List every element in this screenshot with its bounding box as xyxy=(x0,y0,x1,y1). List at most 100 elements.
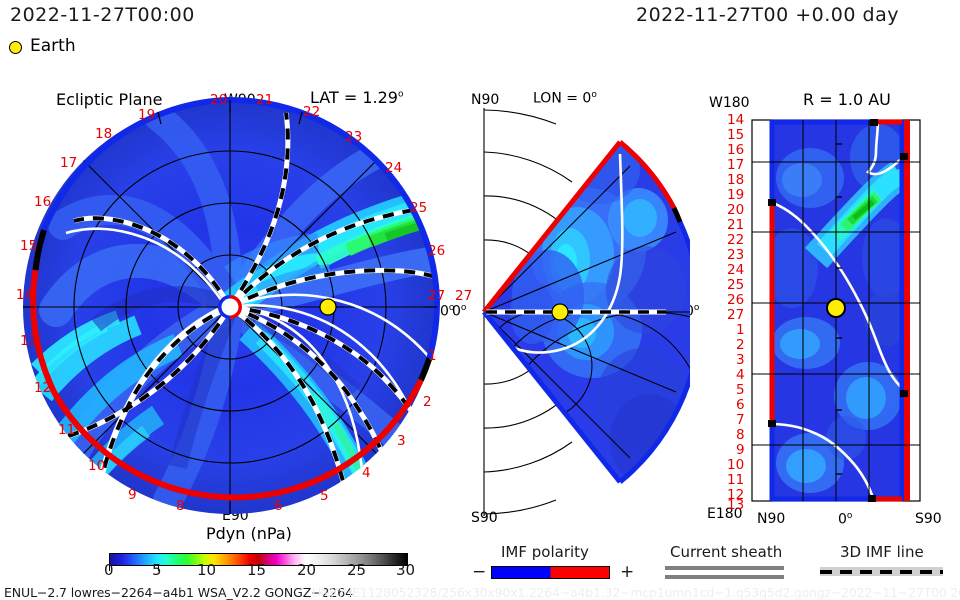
colorbar-label-10: 10 xyxy=(197,561,217,579)
colorbar-tick-10 xyxy=(208,566,209,571)
ecliptic-rim-label-2: 2 xyxy=(423,394,432,410)
earth-marker-ecliptic xyxy=(319,298,337,316)
ecliptic-rim-label-19: 19 xyxy=(138,107,156,123)
ecliptic-field-layer xyxy=(23,100,437,514)
carrington-bottom-left-label: E180 xyxy=(707,506,743,522)
ecliptic-plane-plot[interactable] xyxy=(18,95,443,520)
carrington-ylab-5: 5 xyxy=(736,382,745,398)
colorbar-tick-20 xyxy=(308,566,309,571)
meridional-plot-svg xyxy=(482,108,703,516)
meridional-plane-plot[interactable] xyxy=(470,100,703,520)
carrington-ylab-23: 23 xyxy=(727,247,745,263)
carrington-ylab-14: 14 xyxy=(727,112,745,128)
meridional-edge-label: 27 xyxy=(455,288,473,304)
colorbar-label-5: 5 xyxy=(152,561,162,579)
carrington-ylab-15: 15 xyxy=(727,127,745,143)
imf-polarity-plus: + xyxy=(620,562,635,582)
meridional-north-label: N90 xyxy=(471,92,500,108)
ecliptic-rim-label-23: 23 xyxy=(345,129,363,145)
carrington-ylab-3: 3 xyxy=(736,352,745,368)
colorbar-label-30: 30 xyxy=(396,561,416,579)
carrington-ylab-22: 22 xyxy=(727,232,745,248)
carrington-title: R = 1.0 AU xyxy=(803,90,891,109)
ecliptic-title: Ecliptic Plane xyxy=(56,90,163,109)
carrington-polarity-transitions xyxy=(768,119,908,502)
carrington-ylab-2: 2 xyxy=(736,337,745,353)
header-epoch: 2022-11-27T00 +0.00 day xyxy=(636,4,899,26)
carrington-polarity-borders xyxy=(769,119,905,502)
current-sheath-swatch-bottom xyxy=(665,575,784,579)
imf-polarity-legend-title: IMF polarity xyxy=(501,543,589,561)
ecliptic-rim-label-18: 18 xyxy=(95,126,113,142)
meridional-title: LON = 0o xyxy=(533,90,597,107)
ecliptic-rim-label-6: 6 xyxy=(274,498,283,514)
ecliptic-plot-svg xyxy=(23,97,440,514)
colorbar-tick-30 xyxy=(407,566,408,571)
sun-marker xyxy=(218,295,242,319)
ecliptic-polarity-rim xyxy=(30,97,440,501)
ecliptic-rim-label-16: 16 xyxy=(34,194,52,210)
imf-3d-legend-title: 3D IMF line xyxy=(840,543,924,561)
carrington-top-left-label: W180 xyxy=(709,95,750,111)
earth-marker-meridional xyxy=(551,303,569,321)
imf-polarity-swatch xyxy=(491,566,610,579)
carrington-x-label-0: 0o xyxy=(838,511,853,528)
imf-polarity-minus: − xyxy=(472,562,487,582)
pdyn-colorbar[interactable] xyxy=(109,553,408,571)
ecliptic-rim-label-25: 25 xyxy=(410,200,428,216)
carrington-ylab-17: 17 xyxy=(727,157,745,173)
carrington-ylab-19: 19 xyxy=(727,187,745,203)
earth-key-label: Earth xyxy=(30,36,76,56)
ecliptic-rim-label-9: 9 xyxy=(128,487,137,503)
ecliptic-rim-ticks xyxy=(23,100,437,514)
carrington-ylab-18: 18 xyxy=(727,172,745,188)
carrington-ylab-9: 9 xyxy=(736,442,745,458)
ecliptic-right-label: 0o xyxy=(440,303,455,320)
ecliptic-lat-label: LAT = 1.29o xyxy=(310,88,404,107)
carrington-center-ticks xyxy=(836,143,842,475)
carrington-ylab-16: 16 xyxy=(727,142,745,158)
carrington-ylab-26: 26 xyxy=(727,292,745,308)
ecliptic-rim-label-26: 26 xyxy=(428,243,446,259)
carrington-ylab-21: 21 xyxy=(727,217,745,233)
carrington-plot-svg xyxy=(751,119,921,502)
ecliptic-rim-label-24: 24 xyxy=(385,160,403,176)
colorbar-label-20: 20 xyxy=(297,561,317,579)
colorbar-tick-25 xyxy=(358,566,359,571)
ecliptic-rim-label-21: 21 xyxy=(256,92,274,108)
carrington-ylab-8: 8 xyxy=(736,427,745,443)
colorbar-label-25: 25 xyxy=(347,561,367,579)
colorbar-label-0: 0 xyxy=(104,561,114,579)
ecliptic-rim-label-14: 14 xyxy=(16,287,34,303)
ecliptic-rim-label-13: 13 xyxy=(20,333,38,349)
carrington-ylab-20: 20 xyxy=(727,202,745,218)
ecliptic-rim-label-27: 27 xyxy=(428,288,446,304)
carrington-map-plot[interactable] xyxy=(750,118,922,503)
ecliptic-rim-label-4: 4 xyxy=(362,465,371,481)
carrington-x-label-s90: S90 xyxy=(915,511,942,527)
ecliptic-rim-label-1: 1 xyxy=(428,348,437,364)
earth-key-icon xyxy=(9,41,22,54)
carrington-field-layer xyxy=(770,120,904,501)
ecliptic-rim-label-5: 5 xyxy=(320,488,329,504)
carrington-ylab-13: 13 xyxy=(727,497,745,513)
ecliptic-rim-label-12: 12 xyxy=(34,380,52,396)
ecliptic-rim-label-20: 20 xyxy=(210,92,228,108)
carrington-right-red-strip xyxy=(904,120,910,501)
imf-3d-swatch-dash xyxy=(820,570,943,574)
ecliptic-rim-label-10: 10 xyxy=(88,458,106,474)
colorbar-tick-5 xyxy=(158,566,159,571)
ecliptic-rim-label-11: 11 xyxy=(58,422,76,438)
carrington-ylab-6: 6 xyxy=(736,397,745,413)
current-sheath-swatch-top xyxy=(665,566,784,570)
colorbar-tick-0 xyxy=(109,566,110,571)
carrington-ylab-24: 24 xyxy=(727,262,745,278)
colorbar-tick-15 xyxy=(258,566,259,571)
ecliptic-rim-label-8: 8 xyxy=(176,498,185,514)
ecliptic-rim-label-3: 3 xyxy=(397,433,406,449)
ecliptic-rim-label-22: 22 xyxy=(303,104,321,120)
carrington-ylab-1: 1 xyxy=(736,322,745,338)
carrington-ylab-25: 25 xyxy=(727,277,745,293)
carrington-ylab-27: 27 xyxy=(727,307,745,323)
